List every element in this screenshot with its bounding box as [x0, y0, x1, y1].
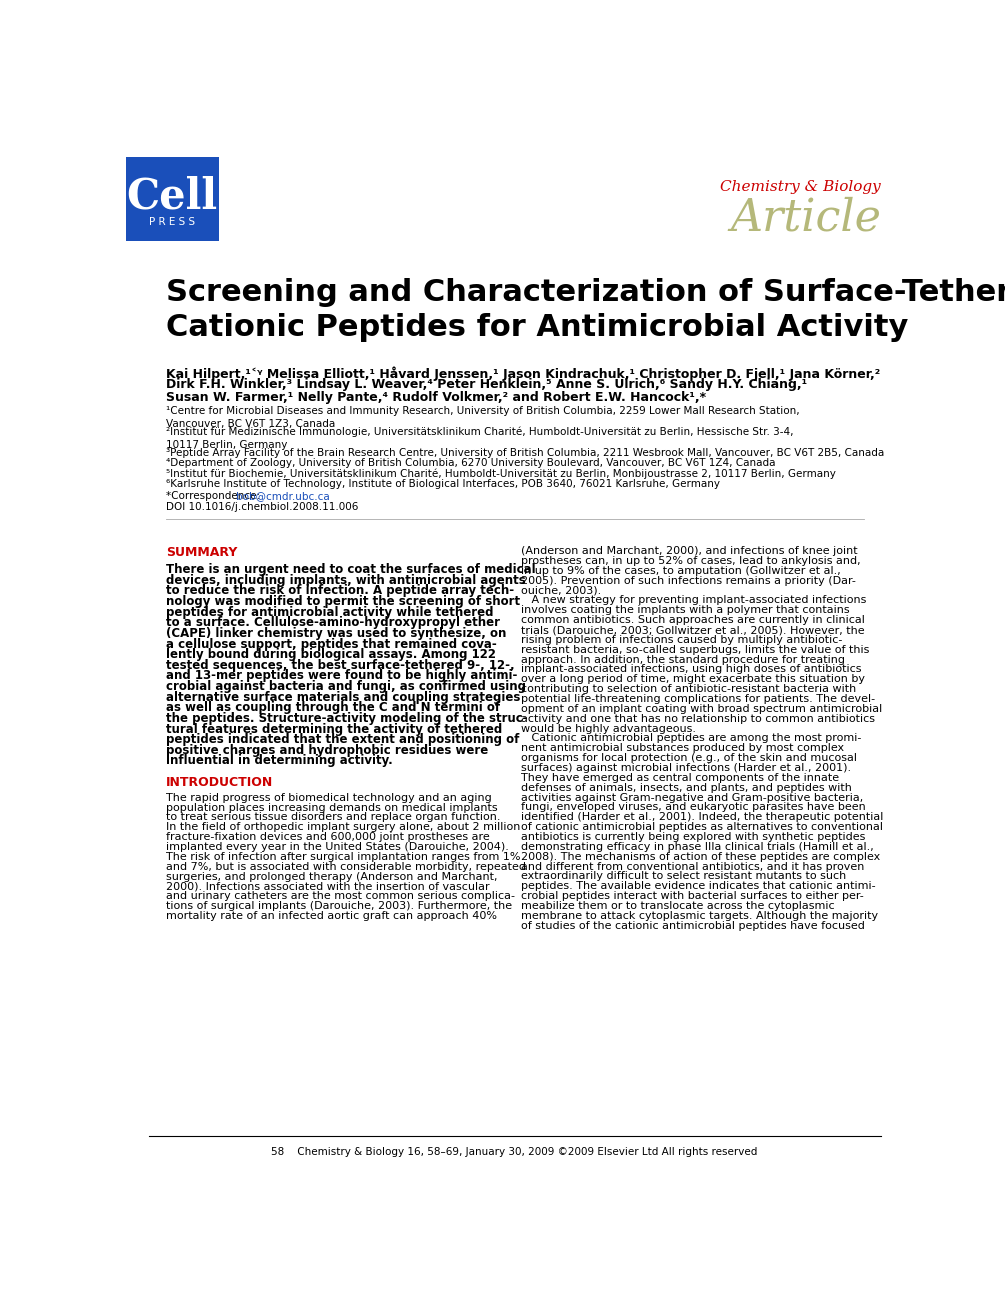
Text: bob@cmdr.ubc.ca: bob@cmdr.ubc.ca — [236, 491, 330, 501]
Text: tested sequences, the best surface-tethered 9-, 12-,: tested sequences, the best surface-tethe… — [166, 659, 515, 672]
Text: nology was modified to permit the screening of short: nology was modified to permit the screen… — [166, 595, 520, 608]
Text: DOI 10.1016/j.chembiol.2008.11.006: DOI 10.1016/j.chembiol.2008.11.006 — [166, 501, 359, 512]
Text: and urinary catheters are the most common serious complica-: and urinary catheters are the most commo… — [166, 891, 515, 902]
Text: tural features determining the activity of tethered: tural features determining the activity … — [166, 723, 502, 736]
Text: positive charges and hydrophobic residues were: positive charges and hydrophobic residue… — [166, 744, 488, 757]
Text: ²Institut für Medizinische Immunologie, Universitätsklinikum Charité, Humboldt-U: ²Institut für Medizinische Immunologie, … — [166, 427, 793, 450]
Text: Cell: Cell — [127, 176, 218, 218]
Text: antibiotics is currently being explored with synthetic peptides: antibiotics is currently being explored … — [521, 833, 865, 842]
Text: lently bound during biological assays. Among 122: lently bound during biological assays. A… — [166, 649, 495, 662]
Text: common antibiotics. Such approaches are currently in clinical: common antibiotics. Such approaches are … — [521, 615, 864, 625]
Text: (Anderson and Marchant, 2000), and infections of knee joint: (Anderson and Marchant, 2000), and infec… — [521, 547, 857, 556]
Text: 2008). The mechanisms of action of these peptides are complex: 2008). The mechanisms of action of these… — [521, 852, 880, 861]
Text: peptides for antimicrobial activity while tethered: peptides for antimicrobial activity whil… — [166, 606, 493, 619]
Text: surgeries, and prolonged therapy (Anderson and Marchant,: surgeries, and prolonged therapy (Anders… — [166, 872, 497, 882]
Text: ⁵Institut für Biochemie, Universitätsklinikum Charité, Humboldt-Universität zu B: ⁵Institut für Biochemie, Universitätskli… — [166, 468, 836, 479]
Text: P R E S S: P R E S S — [149, 217, 195, 227]
Text: activities against Gram-negative and Gram-positive bacteria,: activities against Gram-negative and Gra… — [521, 792, 863, 803]
Text: nent antimicrobial substances produced by most complex: nent antimicrobial substances produced b… — [521, 744, 844, 753]
Text: crobial peptides interact with bacterial surfaces to either per-: crobial peptides interact with bacterial… — [521, 891, 863, 902]
Text: implant-associated infections, using high doses of antibiotics: implant-associated infections, using hig… — [521, 664, 861, 675]
Text: rising problem of infections caused by multiply antibiotic-: rising problem of infections caused by m… — [521, 636, 842, 645]
Text: influential in determining activity.: influential in determining activity. — [166, 754, 393, 767]
Text: peptides. The available evidence indicates that cationic antimi-: peptides. The available evidence indicat… — [521, 881, 875, 891]
Text: and 7%, but is associated with considerable morbidity, repeated: and 7%, but is associated with considera… — [166, 861, 526, 872]
Text: ⁴Department of Zoology, University of British Columbia, 6270 University Boulevar: ⁴Department of Zoology, University of Br… — [166, 458, 776, 468]
Text: mortality rate of an infected aortic graft can approach 40%: mortality rate of an infected aortic gra… — [166, 911, 496, 921]
Text: opment of an implant coating with broad spectrum antimicrobial: opment of an implant coating with broad … — [521, 703, 882, 714]
Text: potential life-threatening complications for patients. The devel-: potential life-threatening complications… — [521, 694, 875, 705]
Text: of cationic antimicrobial peptides as alternatives to conventional: of cationic antimicrobial peptides as al… — [521, 822, 882, 833]
Text: to treat serious tissue disorders and replace organ function.: to treat serious tissue disorders and re… — [166, 813, 500, 822]
Text: Kai Hilpert,¹˂ᵞ Melissa Elliott,¹ Håvard Jenssen,¹ Jason Kindrachuk,¹ Christophe: Kai Hilpert,¹˂ᵞ Melissa Elliott,¹ Håvard… — [166, 365, 880, 381]
Text: defenses of animals, insects, and plants, and peptides with: defenses of animals, insects, and plants… — [521, 783, 852, 792]
Text: and different from conventional antibiotics, and it has proven: and different from conventional antibiot… — [521, 861, 864, 872]
Text: 2005). Prevention of such infections remains a priority (Dar-: 2005). Prevention of such infections rem… — [521, 576, 855, 586]
Text: Dirk F.H. Winkler,³ Lindsay L. Weaver,⁴ Peter Henklein,⁵ Anne S. Ulrich,⁶ Sandy : Dirk F.H. Winkler,³ Lindsay L. Weaver,⁴ … — [166, 378, 807, 392]
Text: membrane to attack cytoplasmic targets. Although the majority: membrane to attack cytoplasmic targets. … — [521, 911, 878, 921]
Text: devices, including implants, with antimicrobial agents: devices, including implants, with antimi… — [166, 574, 526, 587]
Text: and 13-mer peptides were found to be highly antimi-: and 13-mer peptides were found to be hig… — [166, 669, 518, 683]
Text: They have emerged as central components of the innate: They have emerged as central components … — [521, 773, 839, 783]
Text: activity and one that has no relationship to common antibiotics: activity and one that has no relationshi… — [521, 714, 875, 724]
Text: surfaces) against microbial infections (Harder et al., 2001).: surfaces) against microbial infections (… — [521, 763, 851, 773]
Text: ³Peptide Array Facility of the Brain Research Centre, University of British Colu: ³Peptide Array Facility of the Brain Res… — [166, 448, 884, 458]
Text: involves coating the implants with a polymer that contains: involves coating the implants with a pol… — [521, 606, 849, 616]
Text: organisms for local protection (e.g., of the skin and mucosal: organisms for local protection (e.g., of… — [521, 753, 857, 763]
Text: contributing to selection of antibiotic-resistant bacteria with: contributing to selection of antibiotic-… — [521, 684, 856, 694]
Text: in up to 9% of the cases, to amputation (Gollwitzer et al.,: in up to 9% of the cases, to amputation … — [521, 566, 840, 576]
Text: over a long period of time, might exacerbate this situation by: over a long period of time, might exacer… — [521, 675, 865, 684]
Text: identified (Harder et al., 2001). Indeed, the therapeutic potential: identified (Harder et al., 2001). Indeed… — [521, 812, 883, 822]
Text: crobial against bacteria and fungi, as confirmed using: crobial against bacteria and fungi, as c… — [166, 680, 526, 693]
Text: tions of surgical implants (Darouiche, 2003). Furthermore, the: tions of surgical implants (Darouiche, 2… — [166, 902, 513, 911]
Text: A new strategy for preventing implant-associated infections: A new strategy for preventing implant-as… — [521, 595, 866, 606]
Text: SUMMARY: SUMMARY — [166, 547, 237, 560]
Text: ⁶Karlsruhe Institute of Technology, Institute of Biological Interfaces, POB 3640: ⁶Karlsruhe Institute of Technology, Inst… — [166, 479, 720, 489]
Text: a cellulose support, peptides that remained cova-: a cellulose support, peptides that remai… — [166, 638, 496, 650]
Text: 58    Chemistry & Biology 16, 58–69, January 30, 2009 ©2009 Elsevier Ltd All rig: 58 Chemistry & Biology 16, 58–69, Januar… — [271, 1147, 758, 1156]
Text: Chemistry & Biology: Chemistry & Biology — [721, 180, 881, 194]
Text: ¹Centre for Microbial Diseases and Immunity Research, University of British Colu: ¹Centre for Microbial Diseases and Immun… — [166, 406, 800, 429]
Text: There is an urgent need to coat the surfaces of medical: There is an urgent need to coat the surf… — [166, 564, 536, 577]
Bar — [126, 157, 219, 241]
Text: The risk of infection after surgical implantation ranges from 1%: The risk of infection after surgical imp… — [166, 852, 521, 861]
Text: population places increasing demands on medical implants: population places increasing demands on … — [166, 803, 497, 813]
Text: In the field of orthopedic implant surgery alone, about 2 million: In the field of orthopedic implant surge… — [166, 822, 521, 833]
Text: *Correspondence:: *Correspondence: — [166, 491, 263, 501]
Text: Screening and Characterization of Surface-Tethered
Cationic Peptides for Antimic: Screening and Characterization of Surfac… — [166, 278, 1005, 342]
Text: prostheses can, in up to 52% of cases, lead to ankylosis and,: prostheses can, in up to 52% of cases, l… — [521, 556, 860, 566]
Text: The rapid progress of biomedical technology and an aging: The rapid progress of biomedical technol… — [166, 792, 491, 803]
Text: demonstrating efficacy in phase IIIa clinical trials (Hamill et al.,: demonstrating efficacy in phase IIIa cli… — [521, 842, 873, 852]
Text: fracture-fixation devices and 600,000 joint prostheses are: fracture-fixation devices and 600,000 jo… — [166, 833, 489, 842]
Text: alternative surface materials and coupling strategies: alternative surface materials and coupli… — [166, 690, 521, 703]
Text: as well as coupling through the C and N termini of: as well as coupling through the C and N … — [166, 701, 500, 714]
Text: extraordinarily difficult to select resistant mutants to such: extraordinarily difficult to select resi… — [521, 872, 846, 881]
Text: of studies of the cationic antimicrobial peptides have focused: of studies of the cationic antimicrobial… — [521, 921, 864, 930]
Text: INTRODUCTION: INTRODUCTION — [166, 776, 273, 788]
Text: Susan W. Farmer,¹ Nelly Pante,⁴ Rudolf Volkmer,² and Robert E.W. Hancock¹,*: Susan W. Farmer,¹ Nelly Pante,⁴ Rudolf V… — [166, 390, 707, 403]
Text: to a surface. Cellulose-amino-hydroxypropyl ether: to a surface. Cellulose-amino-hydroxypro… — [166, 616, 499, 629]
Text: meabilize them or to translocate across the cytoplasmic: meabilize them or to translocate across … — [521, 900, 834, 911]
Text: implanted every year in the United States (Darouiche, 2004).: implanted every year in the United State… — [166, 842, 509, 852]
Text: peptides indicated that the extent and positioning of: peptides indicated that the extent and p… — [166, 733, 520, 746]
Text: fungi, enveloped viruses, and eukaryotic parasites have been: fungi, enveloped viruses, and eukaryotic… — [521, 803, 865, 813]
Text: Article: Article — [731, 197, 881, 240]
Text: resistant bacteria, so-called superbugs, limits the value of this: resistant bacteria, so-called superbugs,… — [521, 645, 869, 655]
Text: Cationic antimicrobial peptides are among the most promi-: Cationic antimicrobial peptides are amon… — [521, 733, 861, 744]
Text: to reduce the risk of infection. A peptide array tech-: to reduce the risk of infection. A pepti… — [166, 585, 514, 598]
Text: ouiche, 2003).: ouiche, 2003). — [521, 586, 601, 595]
Text: approach. In addition, the standard procedure for treating: approach. In addition, the standard proc… — [521, 655, 845, 664]
Text: the peptides. Structure-activity modeling of the struc-: the peptides. Structure-activity modelin… — [166, 713, 528, 724]
Text: 2000). Infections associated with the insertion of vascular: 2000). Infections associated with the in… — [166, 881, 489, 891]
Text: (CAPE) linker chemistry was used to synthesize, on: (CAPE) linker chemistry was used to synt… — [166, 626, 507, 639]
Text: would be highly advantageous.: would be highly advantageous. — [521, 724, 695, 733]
Text: trials (Darouiche, 2003; Gollwitzer et al., 2005). However, the: trials (Darouiche, 2003; Gollwitzer et a… — [521, 625, 864, 636]
